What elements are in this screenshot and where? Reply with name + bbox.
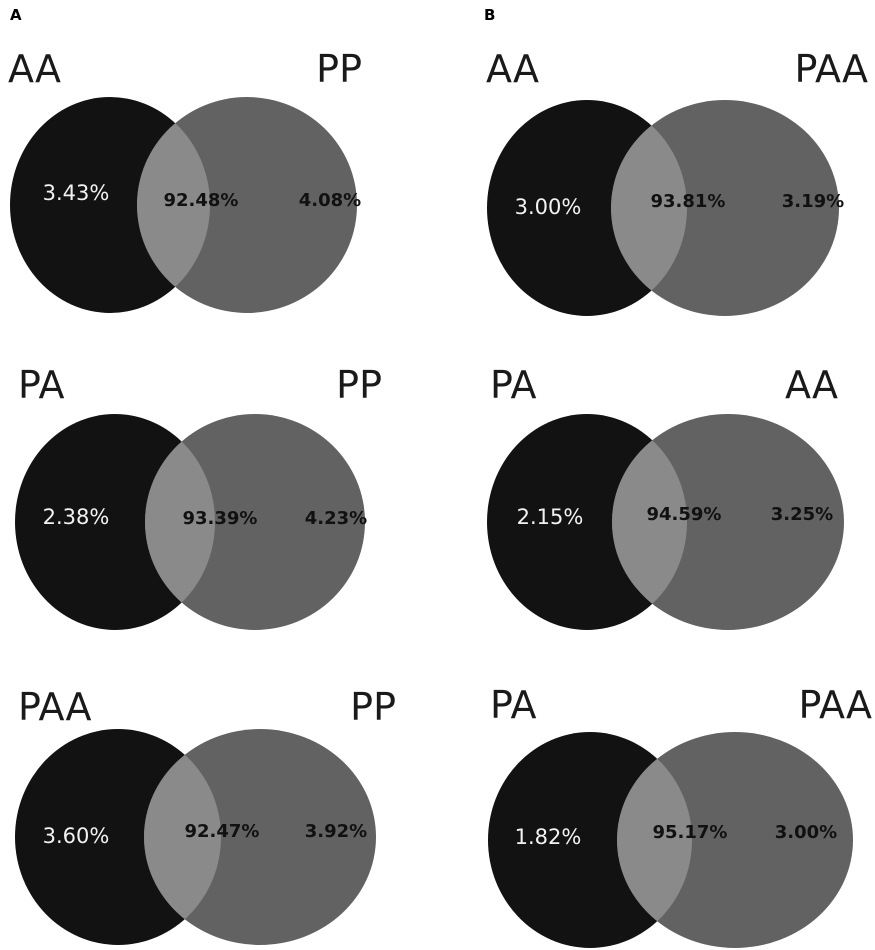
overlap-percent: 92.48% bbox=[164, 190, 239, 211]
overlap-percent: 93.81% bbox=[651, 191, 726, 212]
venn-a-2: PA PP 2.38% 93.39% 4.23% bbox=[15, 363, 382, 630]
right-only-percent: 4.08% bbox=[299, 190, 361, 211]
set-label-right: PAA bbox=[798, 683, 872, 727]
set-label-left: PAA bbox=[18, 685, 92, 729]
set-label-right: PP bbox=[350, 685, 396, 729]
set-label-left: AA bbox=[486, 47, 539, 91]
left-only-percent: 2.15% bbox=[517, 505, 584, 529]
set-label-left: AA bbox=[8, 47, 61, 91]
panel-b: B AA PAA 3.00% 93.81% 3.19% PA AA 2.15% … bbox=[484, 6, 872, 948]
right-only-percent: 3.00% bbox=[775, 822, 837, 843]
left-only-percent: 3.00% bbox=[515, 195, 582, 219]
venn-b-2: PA AA 2.15% 94.59% 3.25% bbox=[487, 363, 844, 630]
set-label-left: PA bbox=[490, 683, 536, 727]
venn-overlap-region bbox=[145, 414, 215, 630]
left-only-percent: 2.38% bbox=[43, 505, 110, 529]
venn-b-3: PA PAA 1.82% 95.17% 3.00% bbox=[488, 683, 872, 948]
overlap-percent: 93.39% bbox=[183, 508, 258, 529]
right-only-percent: 3.19% bbox=[782, 191, 844, 212]
left-only-percent: 3.43% bbox=[43, 181, 110, 205]
panel-letter-a: A bbox=[10, 6, 22, 24]
overlap-percent: 95.17% bbox=[653, 822, 728, 843]
venn-a-3: PAA PP 3.60% 92.47% 3.92% bbox=[15, 685, 396, 945]
venn-overlap-region bbox=[611, 100, 687, 316]
set-label-right: PP bbox=[336, 363, 382, 407]
right-only-percent: 3.25% bbox=[771, 504, 833, 525]
venn-overlap-region bbox=[144, 729, 221, 945]
left-only-percent: 3.60% bbox=[43, 824, 110, 848]
venn-b-1: AA PAA 3.00% 93.81% 3.19% bbox=[486, 47, 868, 316]
right-only-percent: 4.23% bbox=[305, 508, 367, 529]
set-label-left: PA bbox=[490, 363, 536, 407]
set-label-right: PP bbox=[316, 47, 362, 91]
set-label-right: AA bbox=[785, 363, 838, 407]
set-label-left: PA bbox=[18, 363, 64, 407]
overlap-percent: 92.47% bbox=[185, 821, 260, 842]
set-label-right: PAA bbox=[794, 47, 868, 91]
venn-overlap-region bbox=[617, 732, 692, 948]
right-only-percent: 3.92% bbox=[305, 821, 367, 842]
venn-overlap-region bbox=[612, 414, 687, 630]
venn-a-1: AA PP 3.43% 92.48% 4.08% bbox=[8, 47, 362, 313]
panel-a: A AA PP 3.43% 92.48% 4.08% PA PP 2.38% 9… bbox=[8, 6, 396, 945]
left-only-percent: 1.82% bbox=[515, 825, 582, 849]
panel-letter-b: B bbox=[484, 6, 495, 24]
overlap-percent: 94.59% bbox=[647, 504, 722, 525]
venn-overlap-region bbox=[137, 97, 210, 313]
